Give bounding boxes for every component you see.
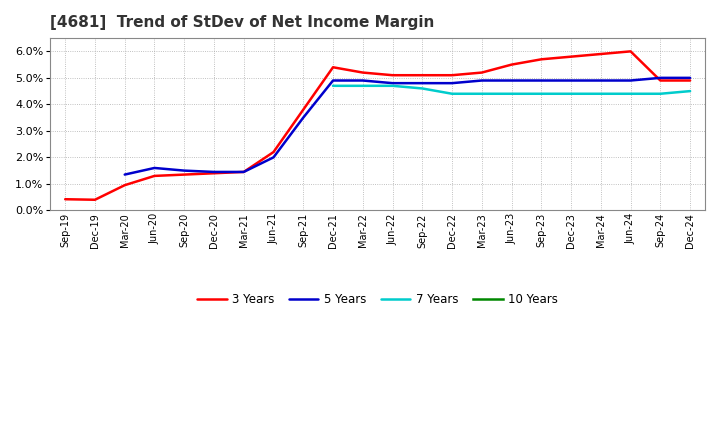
5 Years xyxy=(477,78,486,83)
3 Years xyxy=(567,54,575,59)
3 Years xyxy=(240,169,248,175)
5 Years xyxy=(299,115,307,120)
7 Years xyxy=(508,91,516,96)
7 Years xyxy=(418,86,427,91)
3 Years xyxy=(91,197,99,202)
3 Years xyxy=(508,62,516,67)
5 Years xyxy=(150,165,159,171)
Legend: 3 Years, 5 Years, 7 Years, 10 Years: 3 Years, 5 Years, 7 Years, 10 Years xyxy=(192,289,563,311)
Line: 5 Years: 5 Years xyxy=(125,78,690,175)
3 Years xyxy=(329,65,338,70)
5 Years xyxy=(388,81,397,86)
7 Years xyxy=(656,91,665,96)
3 Years xyxy=(299,107,307,112)
5 Years xyxy=(329,78,338,83)
Line: 3 Years: 3 Years xyxy=(66,51,690,200)
5 Years xyxy=(120,172,129,177)
3 Years xyxy=(210,171,218,176)
7 Years xyxy=(597,91,606,96)
7 Years xyxy=(388,83,397,88)
3 Years xyxy=(597,51,606,57)
7 Years xyxy=(567,91,575,96)
5 Years xyxy=(180,168,189,173)
3 Years xyxy=(656,78,665,83)
5 Years xyxy=(269,155,278,160)
3 Years xyxy=(448,73,456,78)
5 Years xyxy=(626,78,635,83)
3 Years xyxy=(180,172,189,177)
7 Years xyxy=(537,91,546,96)
Text: [4681]  Trend of StDev of Net Income Margin: [4681] Trend of StDev of Net Income Marg… xyxy=(50,15,435,30)
3 Years xyxy=(626,49,635,54)
3 Years xyxy=(61,197,70,202)
3 Years xyxy=(686,78,695,83)
7 Years xyxy=(448,91,456,96)
3 Years xyxy=(537,57,546,62)
5 Years xyxy=(656,75,665,81)
3 Years xyxy=(418,73,427,78)
5 Years xyxy=(240,169,248,175)
7 Years xyxy=(626,91,635,96)
3 Years xyxy=(150,173,159,179)
7 Years xyxy=(477,91,486,96)
Line: 7 Years: 7 Years xyxy=(333,86,690,94)
5 Years xyxy=(210,169,218,175)
5 Years xyxy=(448,81,456,86)
5 Years xyxy=(418,81,427,86)
3 Years xyxy=(269,150,278,155)
3 Years xyxy=(359,70,367,75)
3 Years xyxy=(477,70,486,75)
3 Years xyxy=(120,183,129,188)
5 Years xyxy=(537,78,546,83)
5 Years xyxy=(359,78,367,83)
7 Years xyxy=(329,83,338,88)
5 Years xyxy=(508,78,516,83)
7 Years xyxy=(359,83,367,88)
3 Years xyxy=(388,73,397,78)
5 Years xyxy=(686,75,695,81)
5 Years xyxy=(567,78,575,83)
7 Years xyxy=(686,88,695,94)
5 Years xyxy=(597,78,606,83)
